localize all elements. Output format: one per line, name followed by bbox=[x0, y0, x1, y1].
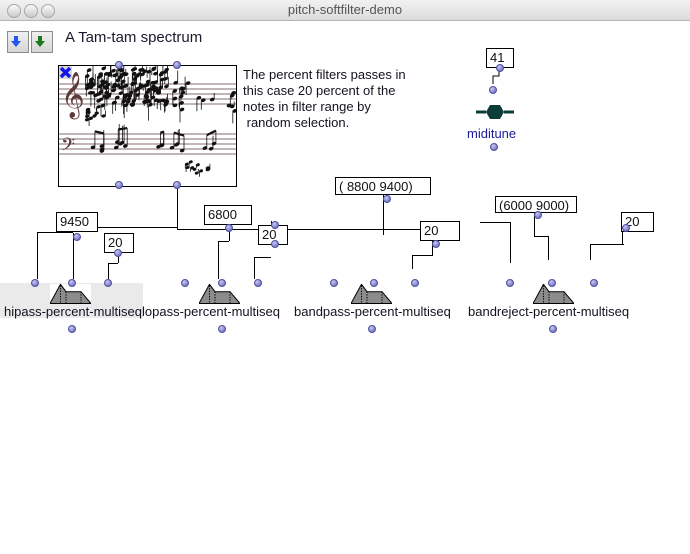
svg-text:𝄞: 𝄞 bbox=[61, 72, 85, 120]
svg-text:𝄢: 𝄢 bbox=[61, 134, 75, 159]
